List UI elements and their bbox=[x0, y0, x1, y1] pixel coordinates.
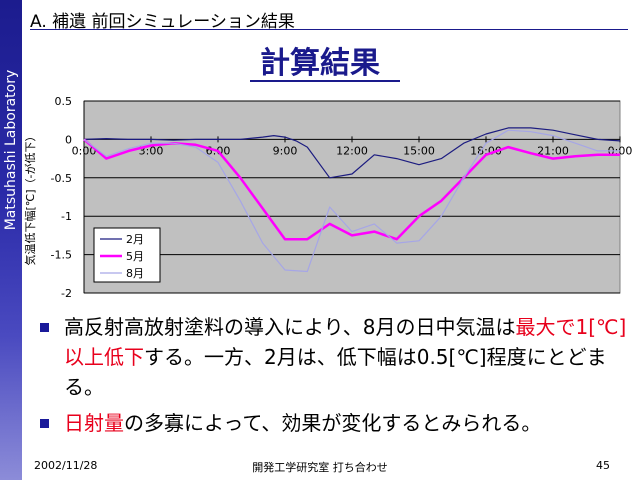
y-tick-label: -1.5 bbox=[51, 249, 72, 262]
bullet-text-segment: する。一方、2月は、低下幅は0.5[℃]程度にとどまる。 bbox=[64, 345, 607, 399]
bullet-text-segment: 高反射高放射塗料の導入により、8月の日中気温は bbox=[64, 315, 516, 339]
footer-title: 開発工学研究室 打ち合わせ bbox=[252, 461, 388, 474]
bullet-list: 高反射高放射塗料の導入により、8月の日中気温は最大で1[℃]以上低下する。一方、… bbox=[34, 312, 634, 444]
bullet-text-segment: 日射量 bbox=[64, 411, 124, 435]
y-tick-label: 0 bbox=[65, 133, 72, 146]
y-tick-label: -2 bbox=[61, 287, 72, 300]
series-line bbox=[83, 129, 620, 273]
x-tick-label: 12:00 bbox=[336, 144, 368, 157]
legend-label: 2月 bbox=[126, 233, 144, 246]
line-chart: 0.50-0.5-1-1.5-20:00 3:00 6:00 9:00 12:00 15:… bbox=[23, 95, 632, 300]
bullet-square-icon bbox=[40, 419, 49, 428]
plot-area bbox=[83, 100, 621, 294]
y-axis-label: 気温低下幅[℃]（-が低下） bbox=[23, 131, 37, 266]
sidebar-band: Matsuhashi Laboratory bbox=[0, 0, 22, 480]
page-number: 45 bbox=[596, 459, 610, 472]
bullet-item: 高反射高放射塗料の導入により、8月の日中気温は最大で1[℃]以上低下する。一方、… bbox=[34, 312, 634, 402]
header-rule bbox=[30, 29, 628, 30]
bullet-item: 日射量の多寡によって、効果が変化するとみられる。 bbox=[34, 408, 634, 438]
bullet-square-icon bbox=[40, 323, 49, 332]
legend-label: 8月 bbox=[126, 267, 144, 280]
y-tick-label: -1 bbox=[61, 210, 72, 223]
y-tick-label: -0.5 bbox=[51, 172, 72, 185]
x-tick-label: 0:00 bbox=[72, 144, 97, 157]
bullet-text-segment: の多寡によって、効果が変化するとみられる。 bbox=[124, 411, 542, 435]
slide-title: 計算結果 bbox=[260, 46, 380, 81]
bullet-text-segment: 最大で1[℃]以上低下 bbox=[64, 315, 627, 369]
y-tick-label: 0.5 bbox=[55, 95, 73, 108]
x-tick-label: 21:00 bbox=[537, 144, 569, 157]
sidebar-lab-name: Matsuhashi Laboratory bbox=[3, 69, 19, 231]
legend-label: 5月 bbox=[126, 250, 144, 263]
x-tick-label: 9:00 bbox=[273, 144, 298, 157]
x-tick-label: 15:00 bbox=[403, 144, 435, 157]
series-line bbox=[83, 127, 621, 179]
x-tick-label: 18:00 bbox=[470, 144, 502, 157]
footer-date: 2002/11/28 bbox=[34, 459, 98, 472]
section-header: A. 補遺 前回シミュレーション結果 bbox=[30, 12, 295, 32]
title-underline bbox=[250, 80, 400, 82]
